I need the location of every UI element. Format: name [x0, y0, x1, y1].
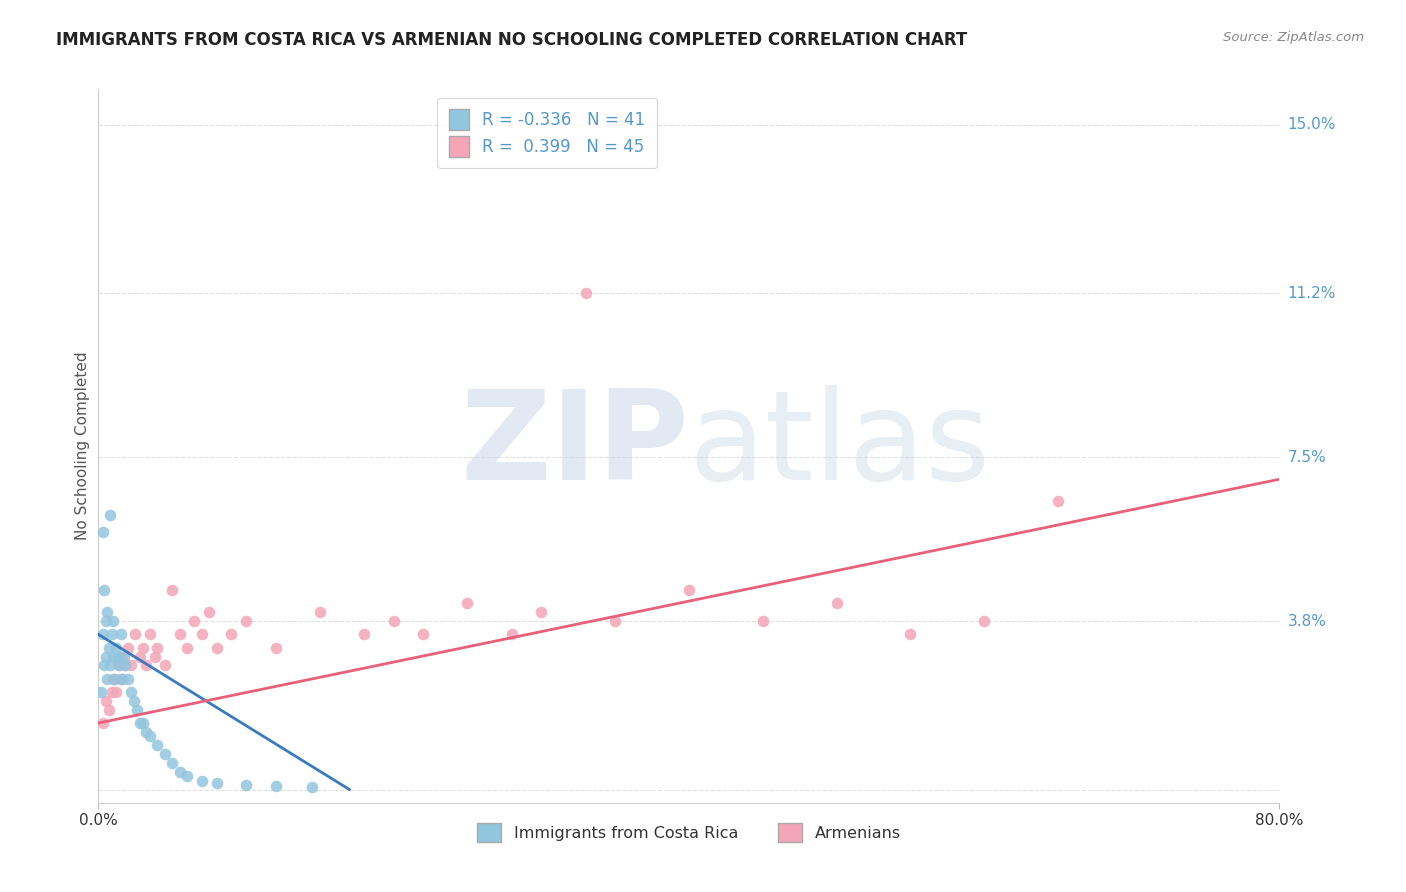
Point — [128, 649, 150, 664]
Point — [91, 627, 114, 641]
Point — [103, 672, 125, 686]
Point — [117, 640, 139, 655]
Point — [94, 694, 117, 708]
Point — [575, 286, 598, 301]
Text: IMMIGRANTS FROM COSTA RICA VS ARMENIAN NO SCHOOLING COMPLETED CORRELATION CHART: IMMIGRANTS FROM COSTA RICA VS ARMENIAN N… — [56, 31, 967, 49]
Point — [117, 672, 139, 686]
Point — [191, 773, 214, 788]
Point — [114, 658, 136, 673]
Point — [91, 525, 114, 540]
Point — [128, 716, 150, 731]
Point — [124, 627, 146, 641]
Point — [132, 716, 155, 731]
Point — [94, 649, 117, 664]
Point — [353, 627, 375, 641]
Point — [110, 672, 132, 686]
Point — [135, 724, 157, 739]
Point — [96, 672, 118, 686]
Point — [111, 672, 134, 686]
Point — [146, 640, 169, 655]
Point — [103, 614, 125, 628]
Point — [139, 627, 162, 641]
Point — [112, 649, 135, 664]
Point — [205, 776, 228, 790]
Point — [825, 596, 848, 610]
Point — [107, 649, 129, 664]
Point — [198, 605, 221, 619]
Point — [125, 703, 148, 717]
Point — [108, 658, 131, 673]
Point — [169, 627, 191, 641]
Point — [91, 716, 114, 731]
Point — [98, 658, 121, 673]
Point — [169, 764, 191, 779]
Point — [90, 685, 112, 699]
Point — [97, 703, 120, 717]
Point — [96, 605, 118, 619]
Point — [183, 614, 205, 628]
Point — [162, 582, 183, 597]
Point — [752, 614, 775, 628]
Point — [122, 694, 145, 708]
Point — [139, 729, 162, 743]
Point — [146, 738, 169, 752]
Point — [162, 756, 183, 770]
Point — [153, 747, 176, 761]
Point — [143, 649, 166, 664]
Point — [110, 627, 132, 641]
Legend: Immigrants from Costa Rica, Armenians: Immigrants from Costa Rica, Armenians — [471, 817, 907, 848]
Point — [457, 596, 479, 610]
Point — [382, 614, 405, 628]
Point — [93, 658, 115, 673]
Text: 11.2%: 11.2% — [1288, 285, 1336, 301]
Point — [104, 672, 127, 686]
Point — [191, 627, 214, 641]
Point — [501, 627, 523, 641]
Text: Source: ZipAtlas.com: Source: ZipAtlas.com — [1223, 31, 1364, 45]
Text: 3.8%: 3.8% — [1288, 614, 1327, 629]
Point — [301, 780, 323, 795]
Text: 15.0%: 15.0% — [1288, 117, 1336, 132]
Point — [120, 658, 142, 673]
Point — [98, 508, 121, 522]
Text: 7.5%: 7.5% — [1288, 450, 1326, 465]
Point — [135, 658, 157, 673]
Point — [235, 778, 257, 792]
Point — [120, 685, 142, 699]
Point — [176, 769, 198, 783]
Point — [1047, 494, 1070, 508]
Point — [132, 640, 155, 655]
Point — [605, 614, 627, 628]
Point — [94, 614, 117, 628]
Point — [103, 649, 125, 664]
Point — [100, 685, 122, 699]
Point — [105, 685, 128, 699]
Y-axis label: No Schooling Completed: No Schooling Completed — [75, 351, 90, 541]
Point — [530, 605, 553, 619]
Point — [678, 582, 700, 597]
Point — [105, 640, 128, 655]
Point — [221, 627, 243, 641]
Text: ZIP: ZIP — [460, 385, 689, 507]
Point — [153, 658, 176, 673]
Point — [973, 614, 995, 628]
Point — [108, 658, 131, 673]
Point — [93, 582, 115, 597]
Text: atlas: atlas — [689, 385, 991, 507]
Point — [205, 640, 228, 655]
Point — [235, 614, 257, 628]
Point — [264, 779, 287, 793]
Point — [309, 605, 332, 619]
Point — [97, 640, 120, 655]
Point — [111, 649, 134, 664]
Point — [900, 627, 922, 641]
Point — [412, 627, 434, 641]
Point — [264, 640, 287, 655]
Point — [100, 627, 122, 641]
Point — [114, 658, 136, 673]
Point — [176, 640, 198, 655]
